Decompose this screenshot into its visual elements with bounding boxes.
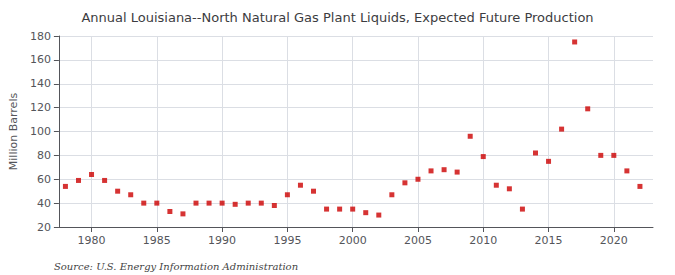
svg-text:120: 120 — [30, 101, 51, 114]
svg-text:160: 160 — [30, 53, 51, 66]
svg-text:Annual Louisiana--North Natura: Annual Louisiana--North Natural Gas Plan… — [81, 10, 593, 25]
svg-text:1995: 1995 — [273, 234, 301, 247]
svg-text:1990: 1990 — [208, 234, 236, 247]
svg-text:2015: 2015 — [535, 234, 563, 247]
svg-text:2000: 2000 — [339, 234, 367, 247]
svg-text:2010: 2010 — [469, 234, 497, 247]
svg-text:1980: 1980 — [78, 234, 106, 247]
svg-text:Million Barrels: Million Barrels — [7, 93, 20, 171]
svg-text:180: 180 — [30, 30, 51, 43]
svg-text:1985: 1985 — [143, 234, 171, 247]
svg-text:80: 80 — [37, 149, 51, 162]
svg-text:20: 20 — [37, 221, 51, 234]
svg-text:Source: U.S. Energy Informatio: Source: U.S. Energy Information Administ… — [54, 261, 298, 272]
svg-text:140: 140 — [30, 77, 51, 90]
svg-text:100: 100 — [30, 125, 51, 138]
svg-text:2020: 2020 — [600, 234, 628, 247]
svg-text:60: 60 — [37, 173, 51, 186]
svg-text:2005: 2005 — [404, 234, 432, 247]
svg-text:40: 40 — [37, 197, 51, 210]
